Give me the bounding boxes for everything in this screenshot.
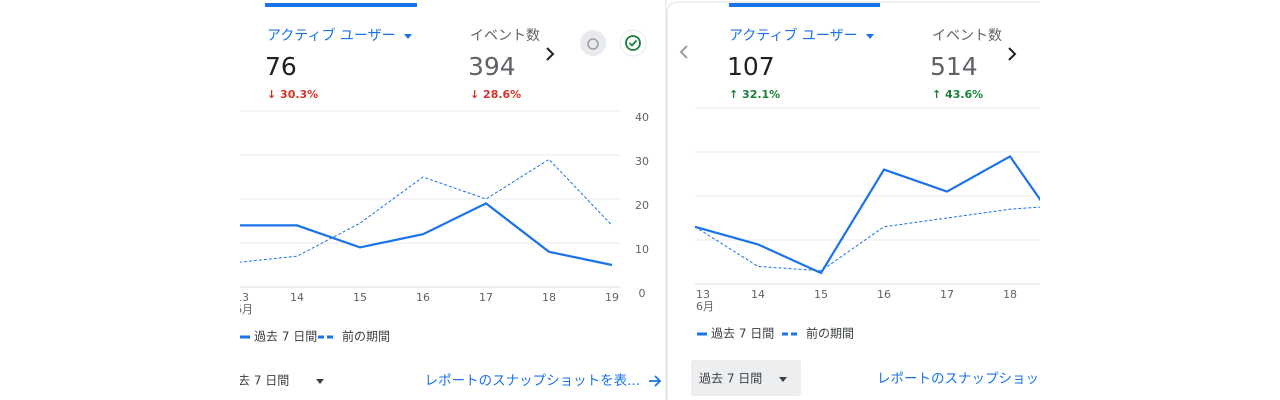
x-tick-label: 17: [940, 288, 954, 301]
chevron[interactable]: [546, 47, 555, 61]
metric-value: 76: [265, 52, 297, 81]
dropdown-caret[interactable]: [779, 377, 787, 382]
x-tick-label: 16: [416, 291, 430, 304]
link-arrow[interactable]: [649, 375, 662, 387]
metric-change: ↓ 30.3%: [267, 88, 318, 101]
card: アクティブ ユーザー 107 ↑ 32.1% イベント数 514 ↑ 43.6% 13 14 1…: [679, 3, 1093, 396]
x-tick-label: 13: [235, 291, 249, 304]
x-tick-label: 15: [353, 291, 367, 304]
period-dropdown[interactable]: [691, 360, 801, 396]
metric-label[interactable]: アクティブ ユーザー: [729, 27, 858, 44]
x-tick-label: 17: [479, 291, 493, 304]
legend-label: 過去 7 日間: [254, 330, 317, 344]
y-tick-label: 10: [635, 243, 649, 256]
report-link[interactable]: レポートのスナップショットを表...: [425, 373, 640, 389]
legend-label: 過去 7 日間: [711, 327, 774, 341]
legend-label: 前の期間: [806, 326, 854, 341]
series-line: [240, 202, 613, 267]
metric-change: ↓ 28.6%: [470, 88, 521, 101]
chevron[interactable]: [1008, 47, 1017, 61]
x-tick-label: 14: [751, 288, 765, 301]
x-tick-label: 19: [605, 291, 619, 304]
chevron[interactable]: [679, 45, 688, 59]
x-tick-label: 13: [696, 288, 710, 301]
series-line: [240, 158, 613, 263]
x-tick-label: 18: [542, 291, 556, 304]
y-tick-label: 40: [635, 111, 649, 124]
x-sub-label: 6月: [235, 303, 253, 316]
card-border: [666, 1, 1040, 400]
legend-label: 前の期間: [342, 329, 390, 344]
card: アクティブ ユーザー 76 ↓ 30.3% イベント数 394 ↓ 28.6% 0 10 20 3…: [226, 3, 662, 389]
metric-value: 394: [468, 52, 516, 81]
metric-change: ↑ 43.6%: [932, 88, 983, 101]
dropdown-caret[interactable]: [316, 379, 324, 384]
x-sub-label: 6月: [696, 300, 714, 313]
x-tick-label: 16: [877, 288, 891, 301]
report-link[interactable]: レポートのスナップショットを表示: [877, 371, 1093, 387]
active-tab-indicator: [265, 3, 417, 7]
active-tab-indicator: [729, 3, 880, 7]
insights-icon-glyph: [587, 38, 599, 50]
metric-label[interactable]: イベント数: [470, 28, 540, 44]
metric-value: 107: [727, 52, 775, 81]
insights-icon[interactable]: [580, 30, 606, 56]
y-tick-label: 20: [635, 199, 649, 212]
series-line: [694, 154, 1040, 275]
status-icon-check: [628, 39, 638, 47]
dropdown-caret[interactable]: [866, 34, 874, 39]
metric-value: 514: [930, 52, 978, 81]
metric-label[interactable]: イベント数: [932, 28, 1002, 44]
series-line: [694, 206, 1040, 272]
y-tick-label: 30: [635, 155, 649, 168]
y-tick-label: 0: [639, 287, 646, 300]
x-tick-label: 15: [814, 288, 828, 301]
status-icon[interactable]: [619, 29, 647, 57]
period-label[interactable]: 過去 7 日間: [699, 372, 762, 386]
metric-label[interactable]: アクティブ ユーザー: [267, 27, 396, 44]
x-tick-label: 18: [1003, 288, 1017, 301]
period-label[interactable]: 過去 7 日間: [226, 374, 289, 388]
status-icon-ring: [625, 35, 641, 51]
dropdown-caret[interactable]: [404, 34, 412, 39]
x-tick-label: 14: [290, 291, 304, 304]
metric-change: ↑ 32.1%: [729, 88, 780, 101]
